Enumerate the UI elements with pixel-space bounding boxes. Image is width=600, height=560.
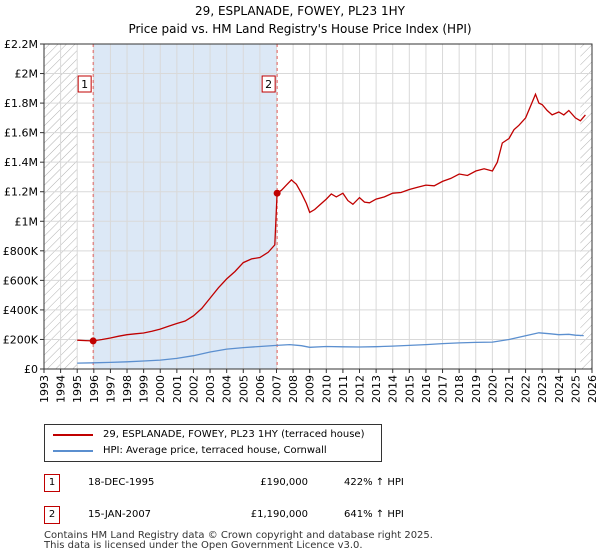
sale-point-marker	[273, 189, 281, 197]
x-tick-label: 2001	[171, 375, 184, 403]
x-tick-label: 2013	[370, 375, 383, 403]
x-tick-label: 2009	[304, 375, 317, 403]
transaction-price: £1,190,000	[250, 509, 308, 520]
y-tick-label: £1.8M	[4, 97, 38, 110]
transaction-badge: 2	[44, 506, 60, 524]
hpi-line	[77, 332, 584, 364]
y-tick-label: £1M	[15, 215, 39, 228]
legend: 29, ESPLANADE, FOWEY, PL23 1HY (terraced…	[44, 424, 382, 462]
x-tick-label: 2012	[354, 375, 367, 403]
x-tick-label: 2022	[520, 375, 533, 403]
transaction-date: 18-DEC-1995	[88, 477, 155, 488]
y-tick-label: £2.2M	[4, 38, 38, 51]
x-tick-label: 2015	[403, 375, 416, 403]
x-tick-label: 1995	[71, 375, 84, 403]
plot-background	[44, 44, 592, 369]
x-tick-label: 1997	[104, 375, 117, 403]
y-tick-label: £400K	[3, 304, 39, 317]
x-tick-label: 2021	[503, 375, 516, 403]
x-tick-label: 2020	[486, 375, 499, 403]
x-tick-label: 2003	[204, 375, 217, 403]
title-line-2: Price paid vs. HM Land Registry's House …	[128, 22, 472, 36]
x-tick-label: 2004	[221, 375, 234, 403]
x-tick-label: 2019	[470, 375, 483, 403]
transaction-badge: 1	[44, 474, 60, 492]
transaction-date: 15-JAN-2007	[88, 509, 152, 520]
x-tick-label: 2023	[536, 375, 549, 403]
x-tick-label: 2008	[287, 375, 300, 403]
property-price-line	[77, 92, 586, 342]
x-tick-label: 2017	[437, 375, 450, 403]
transaction-row: 2 15-JAN-2007 £1,190,000 641% ↑ HPI	[44, 506, 584, 524]
transaction-hpi-change: 641% ↑ HPI	[344, 509, 404, 520]
x-tick-label: 2000	[154, 375, 167, 403]
legend-label-property: 29, ESPLANADE, FOWEY, PL23 1HY (terraced…	[103, 429, 365, 440]
transaction-hpi-change: 422% ↑ HPI	[344, 477, 404, 488]
footer-line-1: Contains HM Land Registry data © Crown c…	[44, 530, 433, 541]
y-tick-label: £2M	[15, 68, 39, 81]
legend-swatch-hpi	[53, 450, 93, 452]
y-tick-label: £600K	[3, 274, 39, 287]
x-tick-label: 2026	[586, 375, 599, 403]
axes: 1993 1994 1995 1996 1997 1998 1999 2000 2001 2002…	[3, 38, 599, 403]
transaction-row: 1 18-DEC-1995 £190,000 422% ↑ HPI	[44, 474, 584, 492]
hatched-region	[580, 44, 592, 369]
ownership-period-shade	[93, 44, 278, 369]
x-tick-label: 2016	[420, 375, 433, 403]
x-tick-label: 1998	[121, 375, 134, 403]
x-tick-label: 2002	[187, 375, 200, 403]
x-tick-label: 2005	[237, 375, 250, 403]
sale-label-box	[261, 75, 276, 93]
y-tick-label: £1.6M	[4, 127, 38, 140]
x-tick-label: 2024	[553, 375, 566, 403]
sale-label-box	[77, 75, 92, 93]
sale-label-text: 1	[81, 78, 88, 91]
y-tick-label: £0	[24, 363, 38, 376]
legend-swatch-property	[53, 434, 93, 436]
x-tick-label: 2018	[453, 375, 466, 403]
x-tick-label: 2006	[254, 375, 267, 403]
x-tick-label: 1996	[88, 375, 101, 403]
x-tick-label: 2014	[387, 375, 400, 403]
legend-label-hpi: HPI: Average price, terraced house, Corn…	[103, 445, 327, 456]
sale-label-text: 2	[265, 78, 272, 91]
x-tick-label: 2010	[320, 375, 333, 403]
footer-line-2: This data is licensed under the Open Gov…	[44, 540, 363, 551]
y-tick-label: £200K	[3, 333, 39, 346]
y-tick-label: £1.4M	[4, 156, 38, 169]
x-tick-label: 2025	[569, 375, 582, 403]
x-tick-label: 2011	[337, 375, 350, 403]
y-tick-label: £1.2M	[4, 186, 38, 199]
transaction-price: £190,000	[260, 477, 308, 488]
plot-frame	[43, 43, 593, 370]
y-tick-label: £800K	[3, 245, 39, 258]
series-lines	[77, 92, 586, 364]
sale-point-marker	[89, 337, 97, 345]
x-tick-label: 1994	[55, 375, 68, 403]
chart-title: 29, ESPLANADE, FOWEY, PL23 1HY Price pai…	[0, 2, 600, 38]
x-tick-label: 2007	[270, 375, 283, 403]
x-tick-label: 1993	[38, 375, 51, 403]
x-tick-label: 1999	[138, 375, 151, 403]
title-line-1: 29, ESPLANADE, FOWEY, PL23 1HY	[195, 4, 405, 18]
footer: Contains HM Land Registry data © Crown c…	[44, 531, 433, 551]
